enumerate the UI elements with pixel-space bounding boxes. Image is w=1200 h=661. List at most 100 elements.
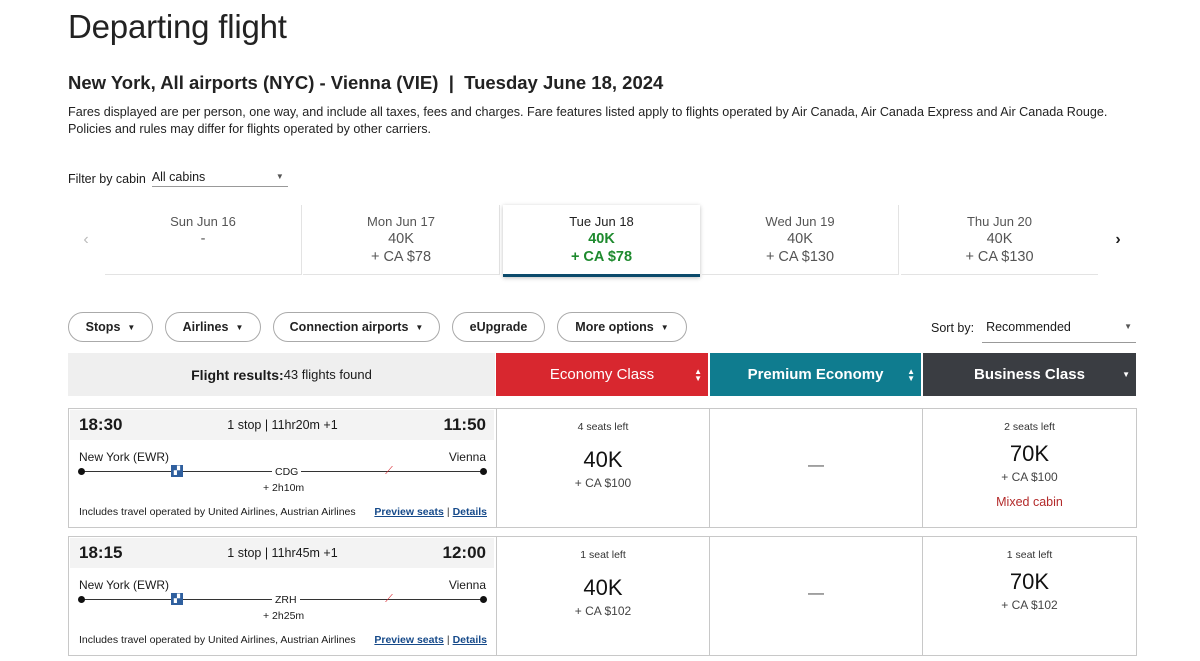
seats-left: 2 seats left (1004, 421, 1055, 433)
date-label: Thu Jun 20 (966, 214, 1033, 229)
economy-fare-cell[interactable]: 4 seats left 40K + CA $100 (496, 409, 709, 527)
flight-details: 18:30 1 stop | 11hr20m +1 11:50 New York… (69, 409, 496, 527)
fare-points: 40K (583, 447, 623, 472)
seats-left: 1 seat left (1006, 549, 1053, 561)
destination-dot (480, 468, 487, 475)
fare-cash: + CA $102 (1001, 598, 1058, 612)
date-cell[interactable]: Thu Jun 20 40K + CA $130 (901, 205, 1098, 275)
operated-by: Includes travel operated by United Airli… (79, 634, 356, 646)
chevron-down-icon: ▼ (127, 322, 136, 332)
details-link[interactable]: Details (452, 634, 487, 646)
airlines-filter-button[interactable]: Airlines ▼ (165, 312, 261, 342)
date-label: Sun Jun 16 (170, 214, 236, 229)
connection-airports-filter-button[interactable]: Connection airports ▼ (273, 312, 440, 342)
route-heading: New York, All airports (NYC) - Vienna (V… (68, 72, 664, 93)
fare-cash: + CA $100 (1001, 470, 1058, 484)
airlines-filter-label: Airlines (182, 320, 229, 334)
origin-dot (78, 468, 85, 475)
sort-select[interactable]: Recommended ▼ (982, 320, 1137, 343)
date-cell[interactable]: Mon Jun 17 40K + CA $78 (303, 205, 500, 275)
eupgrade-filter-label: eUpgrade (469, 320, 528, 334)
cabin-select-value: All cabins (151, 170, 206, 184)
operated-by: Includes travel operated by United Airli… (79, 506, 356, 518)
premium-column-label: Premium Economy (747, 366, 884, 383)
page-title: Departing flight (68, 8, 287, 45)
departure-time: 18:15 (79, 543, 123, 562)
layover-duration: + 2h10m (263, 482, 305, 494)
details-link[interactable]: Details (452, 506, 487, 518)
premium-fare-cell: — (709, 537, 922, 655)
premium-fare-cell: — (709, 409, 922, 527)
premium-column-header[interactable]: Premium Economy ▲ ▼ (710, 353, 921, 396)
date-cash: + CA $130 (765, 249, 835, 265)
divider: | (446, 506, 450, 518)
preview-seats-link[interactable]: Preview seats (374, 506, 444, 518)
cabin-filter-label: Filter by cabin (68, 171, 146, 186)
sort-select-value: Recommended (986, 320, 1071, 334)
business-fare-cell[interactable]: 1 seat left 70K + CA $102 (922, 537, 1136, 655)
chevron-down-icon: ▼ (275, 172, 284, 181)
date-cell[interactable]: Sun Jun 16 - (105, 205, 302, 275)
results-label: Flight results: (191, 366, 284, 383)
flight-row: 18:15 1 stop | 11hr45m +1 12:00 New York… (68, 536, 1137, 656)
stops-filter-button[interactable]: Stops ▼ (68, 312, 153, 342)
origin-dot (78, 596, 85, 603)
fare-disclaimer: Fares displayed are per person, one way,… (68, 105, 1108, 136)
business-fare-cell[interactable]: 2 seats left 70K + CA $100 Mixed cabin (922, 409, 1136, 527)
united-airlines-icon: ▞ (171, 465, 183, 477)
divider: | (446, 634, 450, 646)
arrival-time: 11:50 (443, 415, 486, 434)
departure-time: 18:30 (79, 415, 123, 434)
date-cash: + CA $78 (570, 249, 633, 265)
flight-links: Preview seats | Details (374, 506, 487, 518)
connection-airport: CDG (272, 466, 302, 478)
fare-points: 70K (1009, 569, 1050, 594)
preview-seats-link[interactable]: Preview seats (374, 634, 444, 646)
date-label: Tue Jun 18 (569, 214, 634, 229)
stops-duration: 1 stop | 11hr20m +1 (227, 418, 338, 432)
results-header: Flight results: 43 flights found (68, 353, 495, 396)
chevron-left-icon[interactable]: ‹ (83, 231, 89, 248)
economy-column-label: Economy Class (549, 366, 655, 383)
seats-left: 4 seats left (577, 421, 629, 433)
date-cell[interactable]: Wed Jun 19 40K + CA $130 (702, 205, 899, 275)
more-options-button[interactable]: More options ▼ (557, 312, 687, 342)
destination-dot (480, 596, 487, 603)
flight-times-band (70, 538, 494, 568)
economy-fare-cell[interactable]: 1 seat left 40K + CA $102 (496, 537, 709, 655)
chevron-down-icon: ▼ (660, 322, 669, 332)
united-airlines-icon: ▞ (171, 593, 183, 605)
origin-airport: New York (EWR) (79, 578, 170, 592)
date-carousel: ‹ Sun Jun 16 - Mon Jun 17 40K + CA $78 T… (68, 205, 1136, 280)
sort-control: Sort by: Recommended ▼ (931, 316, 1137, 343)
layover-duration: + 2h25m (263, 610, 305, 622)
austrian-airlines-icon: ⟋ (385, 593, 393, 605)
fare-unavailable: — (808, 585, 824, 602)
business-column-header[interactable]: Business Class ▼ (923, 353, 1136, 396)
date-cell-selected[interactable]: Tue Jun 18 40K + CA $78 (503, 205, 700, 277)
fare-points: 70K (1009, 441, 1050, 466)
results-count: 43 flights found (283, 367, 372, 382)
fare-points: 40K (583, 575, 623, 600)
stops-duration: 1 stop | 11hr45m +1 (227, 546, 338, 560)
fare-unavailable: — (808, 457, 824, 474)
flight-times-band (70, 410, 494, 440)
origin-airport: New York (EWR) (79, 450, 170, 464)
date-points: 40K (787, 231, 813, 247)
austrian-airlines-icon: ⟋ (385, 465, 393, 477)
chevron-down-icon: ▼ (235, 322, 244, 332)
chevron-right-icon[interactable]: › (1115, 231, 1121, 248)
chevron-down-icon: ▼ (415, 322, 424, 332)
mixed-cabin-note: Mixed cabin (996, 495, 1063, 509)
date-cash: + CA $78 (370, 249, 432, 265)
eupgrade-filter-button[interactable]: eUpgrade (452, 312, 545, 342)
date-points: 40K (588, 231, 615, 247)
economy-column-header[interactable]: Economy Class ▲ ▼ (496, 353, 708, 396)
seats-left: 1 seat left (580, 549, 626, 561)
cabin-select[interactable]: All cabins ▼ (151, 170, 288, 187)
sort-label: Sort by: (931, 320, 975, 335)
flight-details: 18:15 1 stop | 11hr45m +1 12:00 New York… (69, 537, 496, 655)
connection-airport: ZRH (272, 594, 300, 606)
fare-cash: + CA $100 (574, 476, 632, 490)
cabin-filter: Filter by cabin All cabins ▼ (68, 170, 288, 187)
